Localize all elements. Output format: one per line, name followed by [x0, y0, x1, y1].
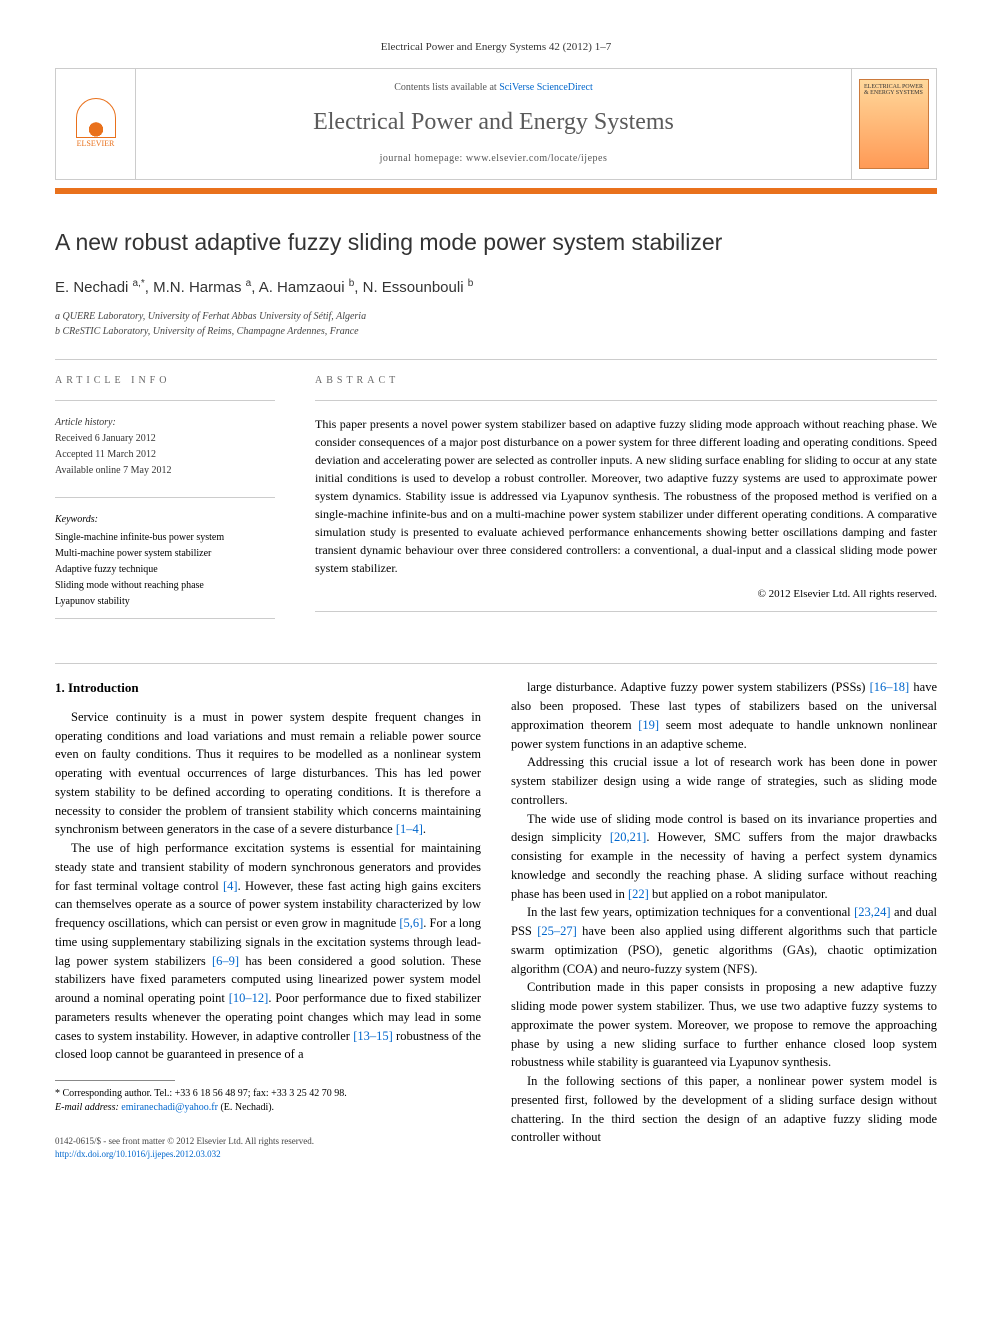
doi-link[interactable]: http://dx.doi.org/10.1016/j.ijepes.2012.…: [55, 1149, 221, 1159]
body-columns: 1. Introduction Service continuity is a …: [55, 678, 937, 1160]
author-email-link[interactable]: emiranechadi@yahoo.fr: [121, 1102, 218, 1113]
abstract-text: This paper presents a novel power system…: [315, 415, 937, 577]
affiliation-b: b CReSTIC Laboratory, University of Reim…: [55, 324, 937, 339]
divider: [55, 663, 937, 664]
keywords-label: Keywords:: [55, 512, 275, 528]
divider: [55, 400, 275, 401]
journal-cover-thumbnail: ELECTRICAL POWER & ENERGY SYSTEMS: [859, 79, 929, 169]
corresponding-author-footnote: * Corresponding author. Tel.: +33 6 18 5…: [55, 1087, 481, 1115]
header-center: Contents lists available at SciVerse Sci…: [136, 69, 851, 179]
email-suffix: (E. Nechadi).: [218, 1102, 274, 1113]
body-paragraph: The use of high performance excitation s…: [55, 839, 481, 1064]
email-label: E-mail address:: [55, 1102, 121, 1113]
contents-prefix: Contents lists available at: [394, 82, 499, 93]
sciencedirect-link[interactable]: SciVerse ScienceDirect: [499, 82, 593, 93]
corr-author-line: * Corresponding author. Tel.: +33 6 18 5…: [55, 1087, 481, 1101]
history-label: Article history:: [55, 415, 275, 431]
homepage-prefix: journal homepage:: [380, 153, 466, 164]
body-paragraph: In the last few years, optimization tech…: [511, 903, 937, 978]
divider: [315, 611, 937, 612]
journal-reference: Electrical Power and Energy Systems 42 (…: [55, 40, 937, 56]
body-paragraph: Contribution made in this paper consists…: [511, 978, 937, 1072]
affiliations: a QUERE Laboratory, University of Ferhat…: [55, 309, 937, 339]
article-info-column: ARTICLE INFO Article history: Received 6…: [55, 374, 275, 634]
journal-header: ELSEVIER Contents lists available at Sci…: [55, 68, 937, 180]
article-title: A new robust adaptive fuzzy sliding mode…: [55, 226, 937, 259]
divider: [55, 497, 275, 498]
left-column: 1. Introduction Service continuity is a …: [55, 678, 481, 1160]
body-paragraph: Service continuity is a must in power sy…: [55, 708, 481, 839]
divider: [55, 359, 937, 360]
keyword: Single-machine infinite-bus power system: [55, 530, 275, 546]
history-online: Available online 7 May 2012: [55, 463, 275, 479]
history-received: Received 6 January 2012: [55, 431, 275, 447]
page-container: Electrical Power and Energy Systems 42 (…: [0, 0, 992, 1200]
affiliation-a: a QUERE Laboratory, University of Ferhat…: [55, 309, 937, 324]
keyword: Lyapunov stability: [55, 594, 275, 610]
divider: [55, 618, 275, 619]
body-paragraph: In the following sections of this paper,…: [511, 1072, 937, 1147]
abstract-label: ABSTRACT: [315, 374, 937, 389]
intro-heading: 1. Introduction: [55, 678, 481, 698]
body-paragraph: Addressing this crucial issue a lot of r…: [511, 753, 937, 809]
contents-availability: Contents lists available at SciVerse Sci…: [148, 81, 839, 96]
page-footer: 0142-0615/$ - see front matter © 2012 El…: [55, 1135, 481, 1160]
keyword: Adaptive fuzzy technique: [55, 562, 275, 578]
publisher-name: ELSEVIER: [77, 138, 115, 150]
body-paragraph: The wide use of sliding mode control is …: [511, 810, 937, 904]
right-column: large disturbance. Adaptive fuzzy power …: [511, 678, 937, 1160]
article-info-label: ARTICLE INFO: [55, 374, 275, 389]
publisher-logo-cell: ELSEVIER: [56, 69, 136, 179]
keyword: Multi-machine power system stabilizer: [55, 546, 275, 562]
homepage-line: journal homepage: www.elsevier.com/locat…: [148, 152, 839, 167]
journal-name: Electrical Power and Energy Systems: [148, 105, 839, 140]
article-history: Article history: Received 6 January 2012…: [55, 415, 275, 479]
divider: [315, 400, 937, 401]
keyword: Sliding mode without reaching phase: [55, 578, 275, 594]
history-accepted: Accepted 11 March 2012: [55, 447, 275, 463]
elsevier-tree-icon: [76, 98, 116, 138]
cover-cell: ELECTRICAL POWER & ENERGY SYSTEMS: [851, 69, 936, 179]
copyright-line: © 2012 Elsevier Ltd. All rights reserved…: [315, 587, 937, 603]
footnote-separator: [55, 1080, 175, 1081]
keywords-block: Keywords: Single-machine infinite-bus po…: [55, 512, 275, 610]
homepage-url: www.elsevier.com/locate/ijepes: [466, 153, 608, 164]
abstract-column: ABSTRACT This paper presents a novel pow…: [315, 374, 937, 634]
divider-bar: [55, 188, 937, 194]
front-matter-line: 0142-0615/$ - see front matter © 2012 El…: [55, 1135, 481, 1148]
body-paragraph: large disturbance. Adaptive fuzzy power …: [511, 678, 937, 753]
info-abstract-row: ARTICLE INFO Article history: Received 6…: [55, 374, 937, 634]
elsevier-logo: ELSEVIER: [66, 94, 126, 154]
authors: E. Nechadi a,*, M.N. Harmas a, A. Hamzao…: [55, 277, 937, 299]
